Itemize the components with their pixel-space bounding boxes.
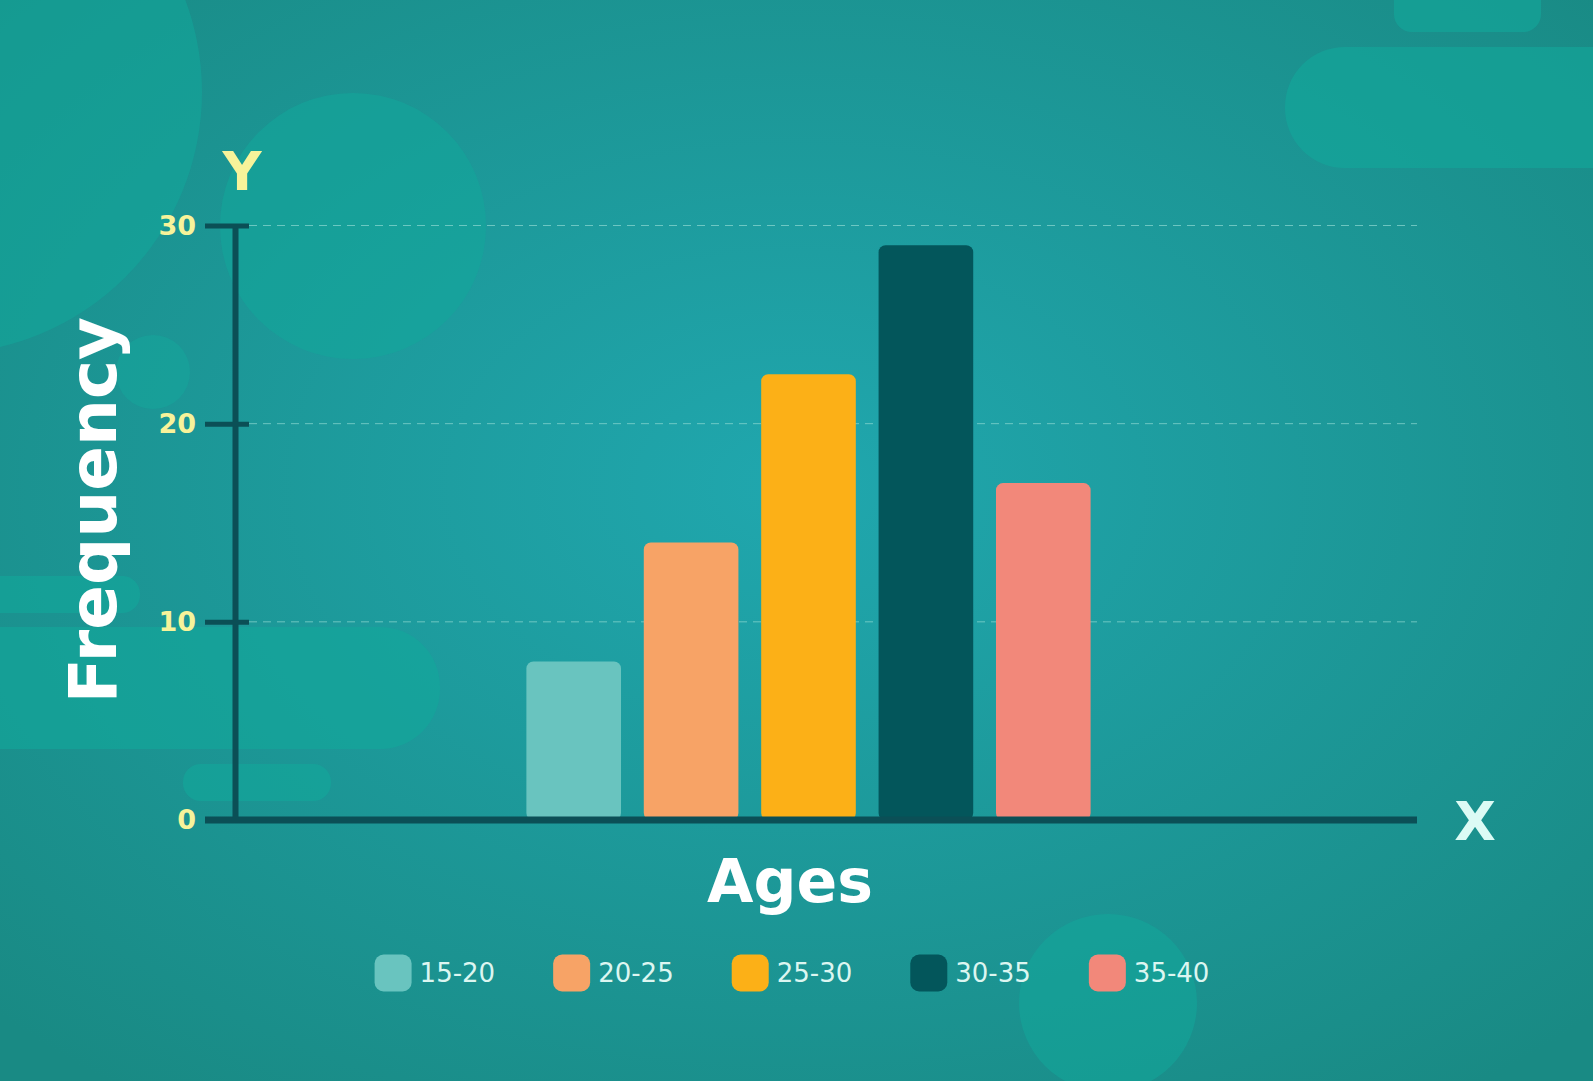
- y-tick-mark: [205, 818, 249, 823]
- chart-svg: 0 10 20 30 Y X Frequency Ages 15-20 20-25 25-30 30-…: [0, 0, 1593, 1081]
- y-tick-mark: [205, 620, 249, 625]
- grid: [235, 226, 1417, 821]
- y-tick-label: 0: [177, 804, 196, 835]
- bar: [644, 543, 739, 820]
- y-axis-letter: Y: [221, 140, 262, 203]
- legend-entry: 20-25: [553, 955, 674, 992]
- legend-label: 20-25: [598, 958, 674, 988]
- x-axis-letter: X: [1454, 790, 1496, 853]
- y-tick-label: 10: [158, 606, 196, 637]
- legend-label: 35-40: [1134, 958, 1210, 988]
- x-axis-line: [205, 817, 1417, 824]
- decor-circle: [1019, 914, 1197, 1081]
- y-axis-line: [233, 226, 239, 821]
- legend-label: 25-30: [777, 958, 853, 988]
- decor-pill: [183, 764, 331, 801]
- bar: [996, 483, 1091, 820]
- legend: 15-20 20-25 25-30 30-35 35-40: [375, 955, 1210, 992]
- bar: [526, 661, 621, 820]
- legend-entry: 25-30: [732, 955, 853, 992]
- y-tick-label: 30: [158, 210, 196, 241]
- bar: [761, 374, 856, 820]
- legend-label: 30-35: [955, 958, 1031, 988]
- legend-swatch: [375, 955, 412, 992]
- y-tick: 10: [158, 606, 249, 637]
- legend-swatch: [732, 955, 769, 992]
- legend-label: 15-20: [420, 958, 496, 988]
- y-tick-mark: [205, 224, 249, 229]
- legend-swatch: [553, 955, 590, 992]
- y-tick: 20: [158, 408, 249, 439]
- legend-entry: 30-35: [910, 955, 1031, 992]
- decor-pill: [1285, 47, 1593, 168]
- decor-pill: [1394, 0, 1541, 32]
- decoration: [0, 0, 1593, 1081]
- bar: [879, 245, 974, 820]
- grid-line: [235, 225, 1417, 226]
- y-tick-label: 20: [158, 408, 196, 439]
- bars: [526, 245, 1090, 820]
- y-axis: 0 10 20 30: [158, 210, 249, 836]
- y-tick: 30: [158, 210, 249, 241]
- legend-entry: 35-40: [1089, 955, 1210, 992]
- legend-swatch: [910, 955, 947, 992]
- x-axis-title: Ages: [707, 846, 873, 916]
- legend-swatch: [1089, 955, 1126, 992]
- y-tick-mark: [205, 422, 249, 427]
- y-axis-title: Frequency: [55, 317, 132, 703]
- y-tick: 0: [177, 804, 249, 835]
- legend-entry: 15-20: [375, 955, 496, 992]
- decor-circle: [0, 0, 202, 354]
